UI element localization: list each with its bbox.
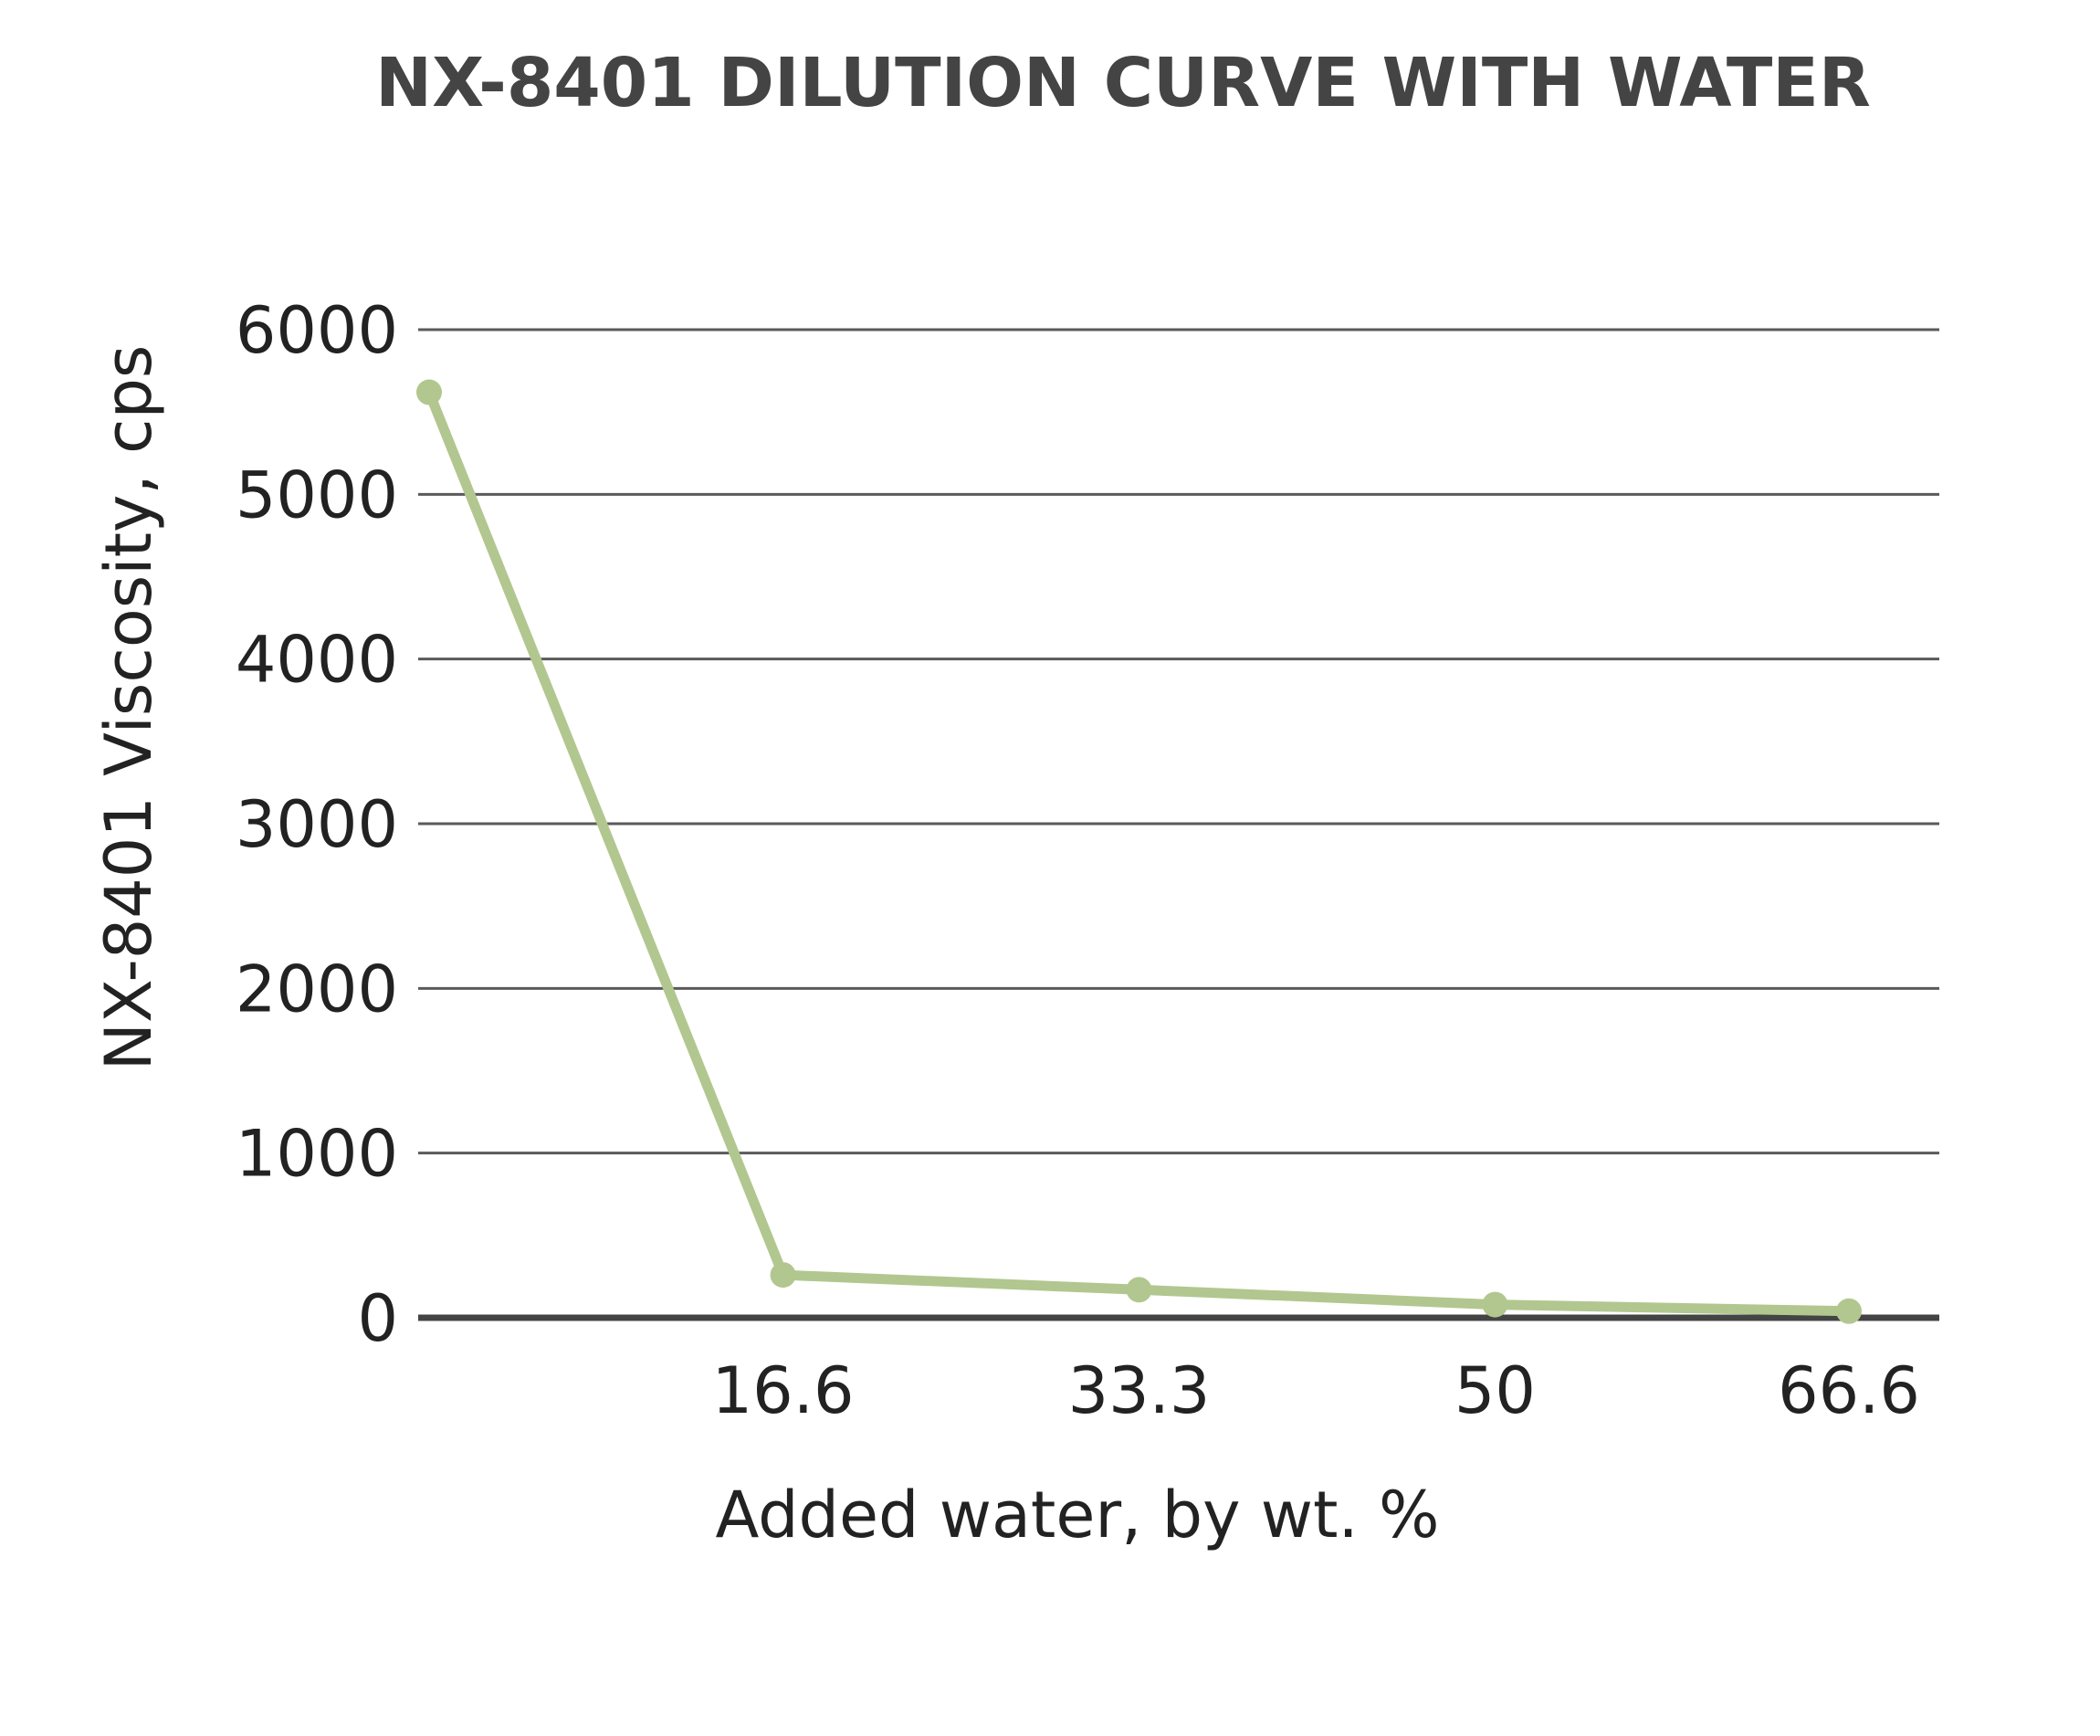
data-point-0 <box>416 379 442 405</box>
x-axis-title: Added water, by wt. % <box>715 1478 1439 1552</box>
x-tick-label-16.6: 16.6 <box>712 1353 855 1428</box>
y-tick-label-4000: 4000 <box>236 623 398 698</box>
y-tick-label-0: 0 <box>357 1281 398 1356</box>
data-point-50 <box>1482 1291 1508 1318</box>
data-point-33.3 <box>1126 1277 1152 1303</box>
series-group <box>416 379 1862 1324</box>
y-tick-label-2000: 2000 <box>236 952 398 1026</box>
data-point-16.6 <box>770 1262 796 1289</box>
x-tick-label-33.3: 33.3 <box>1068 1353 1211 1428</box>
y-tick-label-1000: 1000 <box>236 1117 398 1192</box>
gridlines <box>418 328 1939 1155</box>
y-tick-label-6000: 6000 <box>236 293 398 368</box>
series-line-0 <box>424 387 1854 1317</box>
chart-title: NX-8401 DILUTION CURVE WITH WATER <box>375 44 1871 122</box>
data-point-66.6 <box>1836 1298 1862 1324</box>
x-axis-tick-labels: 16.6 33.3 50 66.6 <box>712 1353 1920 1428</box>
y-tick-label-3000: 3000 <box>236 787 398 862</box>
y-axis-tick-labels: 0 1000 2000 3000 4000 5000 6000 <box>236 293 398 1356</box>
y-tick-label-5000: 5000 <box>236 458 398 532</box>
y-axis-title: NX-8401 Viscosity, cps <box>91 345 166 1071</box>
x-tick-label-66.6: 66.6 <box>1778 1353 1920 1428</box>
x-tick-label-50: 50 <box>1454 1353 1536 1428</box>
